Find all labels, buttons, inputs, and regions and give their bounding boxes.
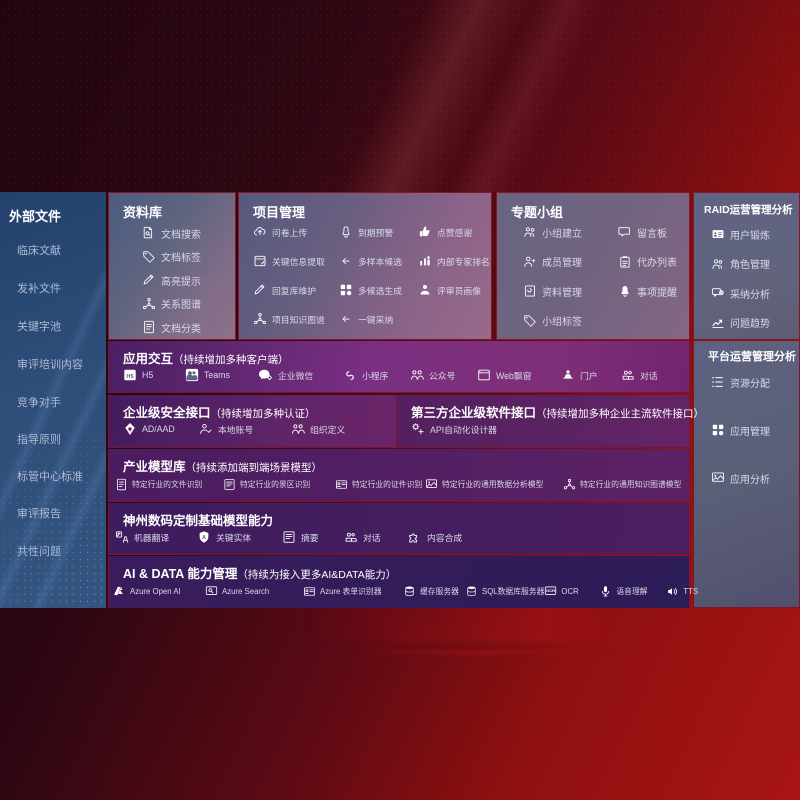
svg-text:QA: QA xyxy=(720,292,724,295)
svg-text:OCR: OCR xyxy=(546,587,555,592)
svg-text:H5: H5 xyxy=(126,374,133,380)
svg-text:A: A xyxy=(202,535,206,541)
